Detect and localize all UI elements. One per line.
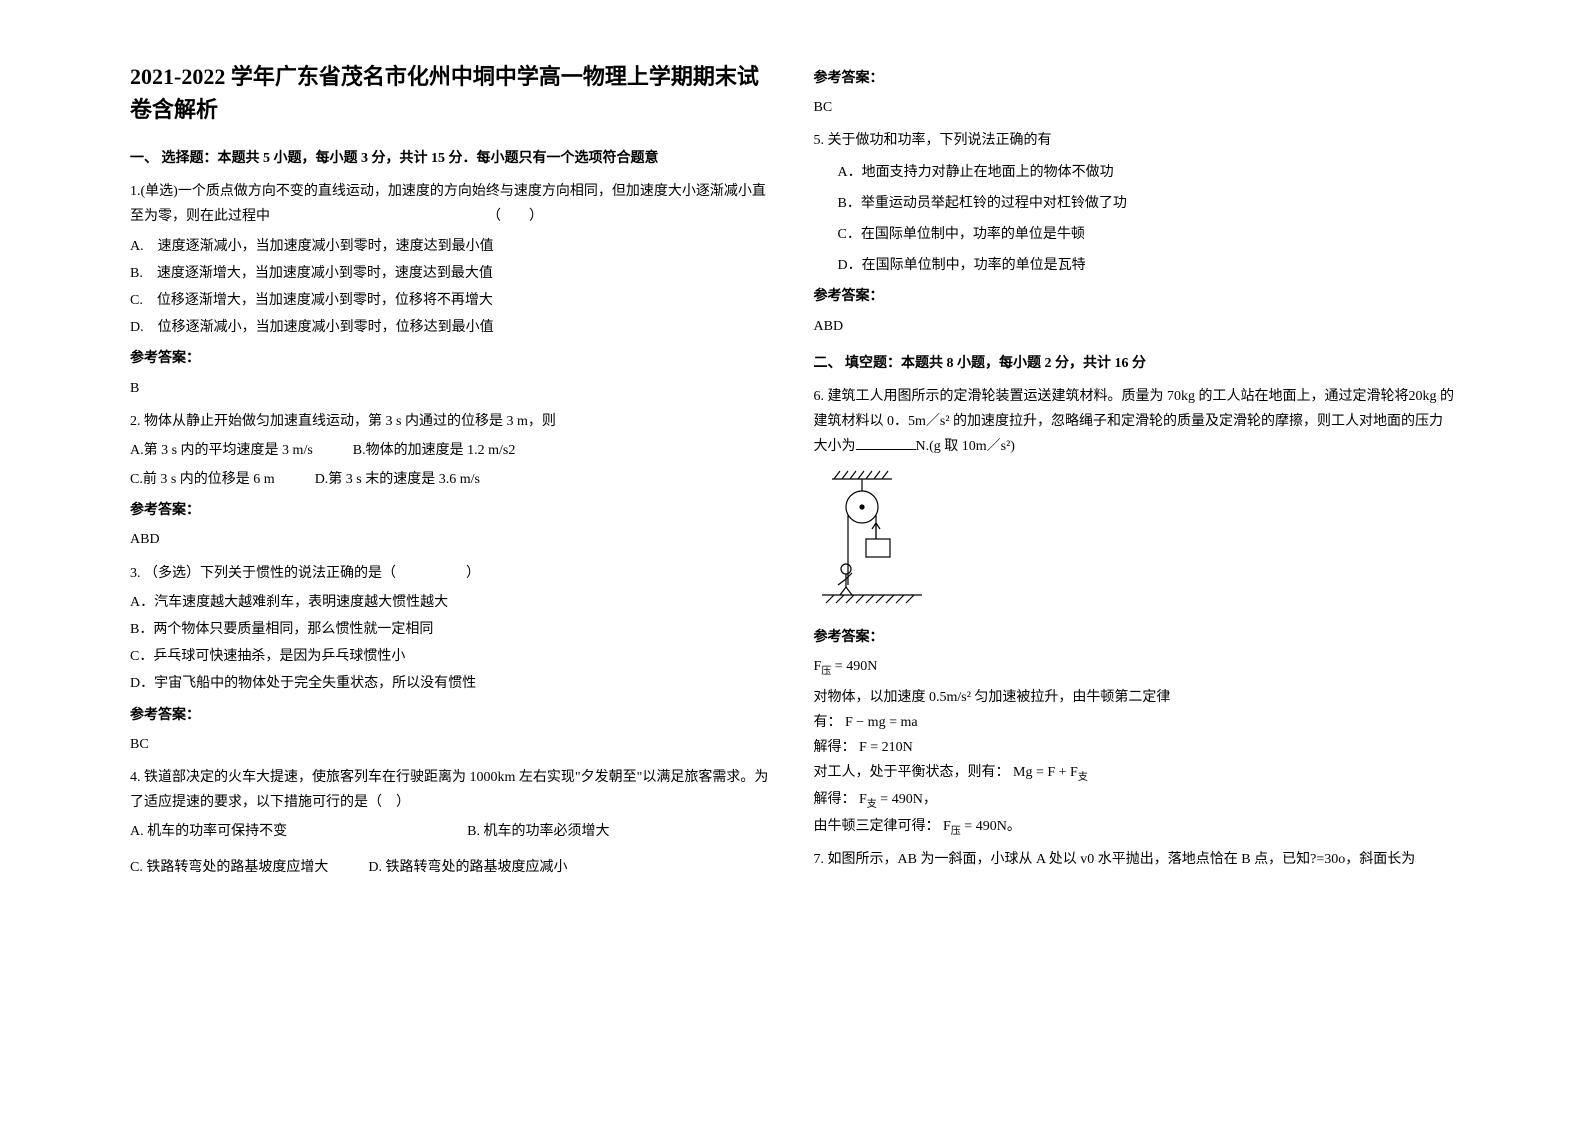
q2-answer: ABD [130, 527, 774, 552]
q4-option-d: D. 铁路转弯处的路基坡度应减小 [368, 855, 567, 880]
q5-option-d: D．在国际单位制中，功率的单位是瓦特 [838, 253, 1458, 278]
right-column: 参考答案： BC 5. 关于做功和功率，下列说法正确的有 A．地面支持力对静止在… [794, 60, 1478, 1062]
q3-option-c: C．乒乓球可快速抽杀，是因为乒乓球惯性小 [130, 644, 774, 669]
question-2: 2. 物体从静止开始做匀加速直线运动，第 3 s 内通过的位移是 3 m，则 A… [130, 409, 774, 553]
q6-expl-6: F压 = 490N [943, 819, 1007, 834]
left-column: 2021-2022 学年广东省茂名市化州中垌中学高一物理上学期期末试卷含解析 一… [110, 60, 794, 1062]
q1-text: 1.(单选)一个质点做方向不变的直线运动，加速度的方向始终与速度方向相同，但加速… [130, 179, 774, 229]
q4-answer: BC [814, 95, 1458, 120]
q3-text: 3. （多选）下列关于惯性的说法正确的是（ ） [130, 561, 774, 586]
q6-expl-5-suffix: ， [923, 792, 937, 807]
q1-option-d: D. 位移逐渐减小，当加速度减小到零时，位移达到最小值 [130, 315, 774, 340]
section2-header: 二、 填空题：本题共 8 小题，每小题 2 分，共计 16 分 [814, 351, 1458, 376]
q4-answer-label: 参考答案： [814, 66, 1458, 91]
question-6: 6. 建筑工人用图所示的定滑轮装置运送建筑材料。质量为 70kg 的工人站在地面… [814, 384, 1458, 841]
q6-expl-3-prefix: 解得： [814, 740, 856, 755]
q6-expl-2-prefix: 有： [814, 715, 842, 730]
q2-option-d: D.第 3 s 末的速度是 3.6 m/s [315, 467, 480, 492]
question-1: 1.(单选)一个质点做方向不变的直线运动，加速度的方向始终与速度方向相同，但加速… [130, 179, 774, 401]
q4-text: 4. 铁道部决定的火车大提速，使旅客列车在行驶距离为 1000km 左右实现"夕… [130, 765, 774, 815]
q3-answer-label: 参考答案： [130, 703, 774, 728]
q1-option-b: B. 速度逐渐增大，当加速度减小到零时，速度达到最大值 [130, 261, 774, 286]
q6-expl-6-line: 由牛顿三定律可得： F压 = 490N。 [814, 814, 1458, 841]
q6-result: F压 = 490N [814, 654, 1458, 681]
q5-option-a: A．地面支持力对静止在地面上的物体不做功 [838, 160, 1458, 185]
q4-option-b: B. 机车的功率必须增大 [467, 819, 609, 844]
q6-expl-2: F − mg = ma [845, 715, 918, 730]
q6-expl-5-line: 解得： F支 = 490N， [814, 787, 1458, 814]
q5-option-b: B．举重运动员举起杠铃的过程中对杠铃做了功 [838, 191, 1458, 216]
q1-option-a: A. 速度逐渐减小，当加速度减小到零时，速度达到最小值 [130, 234, 774, 259]
q6-blank [856, 449, 916, 450]
q6-expl-2-line: 有： F − mg = ma [814, 710, 1458, 735]
q6-text: 6. 建筑工人用图所示的定滑轮装置运送建筑材料。质量为 70kg 的工人站在地面… [814, 384, 1458, 460]
q7-text: 7. 如图所示，AB 为一斜面，小球从 A 处以 v0 水平抛出，落地点恰在 B… [814, 847, 1458, 872]
q6-expl-3-line: 解得： F = 210N [814, 735, 1458, 760]
question-7: 7. 如图所示，AB 为一斜面，小球从 A 处以 v0 水平抛出，落地点恰在 B… [814, 847, 1458, 872]
q6-text-2: N.(g 取 10m／s²) [916, 439, 1015, 454]
q2-option-a: A.第 3 s 内的平均速度是 3 m/s [130, 438, 313, 463]
q2-option-c: C.前 3 s 内的位移是 6 m [130, 467, 275, 492]
q4-option-c: C. 铁路转弯处的路基坡度应增大 [130, 855, 328, 880]
question-3: 3. （多选）下列关于惯性的说法正确的是（ ） A．汽车速度越大越难刹车，表明速… [130, 561, 774, 757]
q6-expl-5: F支 = 490N [859, 792, 923, 807]
q5-answer: ABD [814, 314, 1458, 339]
pulley-diagram [814, 467, 1458, 616]
q4-option-a: A. 机车的功率可保持不变 [130, 819, 287, 844]
q5-text: 5. 关于做功和功率，下列说法正确的有 [814, 128, 1458, 153]
q3-option-a: A．汽车速度越大越难刹车，表明速度越大惯性越大 [130, 590, 774, 615]
q6-expl-4: Mg = F + F支 [1013, 765, 1088, 780]
q6-expl-4-prefix: 对工人，处于平衡状态，则有： [814, 765, 1010, 780]
question-4: 4. 铁道部决定的火车大提速，使旅客列车在行驶距离为 1000km 左右实现"夕… [130, 765, 774, 880]
question-5: 5. 关于做功和功率，下列说法正确的有 A．地面支持力对静止在地面上的物体不做功… [814, 128, 1458, 338]
q6-expl-6-suffix: 。 [1007, 819, 1021, 834]
q1-answer-label: 参考答案： [130, 346, 774, 371]
q3-option-b: B．两个物体只要质量相同，那么惯性就一定相同 [130, 617, 774, 642]
q1-option-c: C. 位移逐渐增大，当加速度减小到零时，位移将不再增大 [130, 288, 774, 313]
q6-answer-label: 参考答案： [814, 625, 1458, 650]
q2-text: 2. 物体从静止开始做匀加速直线运动，第 3 s 内通过的位移是 3 m，则 [130, 409, 774, 434]
q6-expl-4-line: 对工人，处于平衡状态，则有： Mg = F + F支 [814, 760, 1458, 787]
exam-title: 2021-2022 学年广东省茂名市化州中垌中学高一物理上学期期末试卷含解析 [130, 60, 774, 126]
q3-option-d: D．宇宙飞船中的物体处于完全失重状态，所以没有惯性 [130, 671, 774, 696]
q5-answer-label: 参考答案： [814, 284, 1458, 309]
q6-expl-6-prefix: 由牛顿三定律可得： [814, 819, 940, 834]
q1-answer: B [130, 376, 774, 401]
q6-expl-1: 对物体，以加速度 0.5m/s² 匀加速被拉升，由牛顿第二定律 [814, 685, 1458, 710]
q5-option-c: C．在国际单位制中，功率的单位是牛顿 [838, 222, 1458, 247]
q2-option-b: B.物体的加速度是 1.2 m/s2 [353, 438, 516, 463]
section1-header: 一、 选择题：本题共 5 小题，每小题 3 分，共计 15 分．每小题只有一个选… [130, 146, 774, 171]
q6-expl-3: F = 210N [859, 740, 913, 755]
q6-expl-5-prefix: 解得： [814, 792, 856, 807]
q3-answer: BC [130, 732, 774, 757]
q6-text-1: 6. 建筑工人用图所示的定滑轮装置运送建筑材料。质量为 70kg 的工人站在地面… [814, 389, 1455, 454]
q2-answer-label: 参考答案： [130, 498, 774, 523]
